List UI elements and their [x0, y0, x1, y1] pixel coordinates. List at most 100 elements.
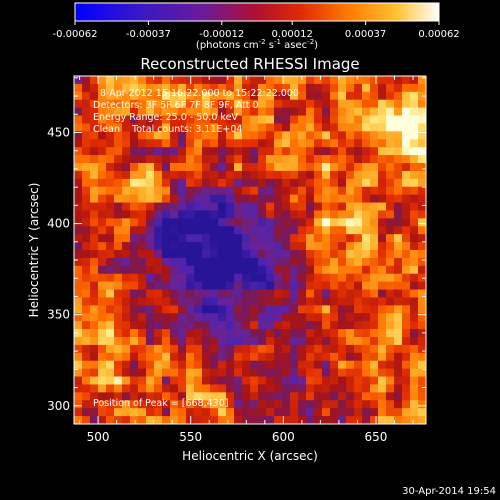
heatmap-pixel [306, 170, 315, 180]
heatmap-pixel [410, 368, 419, 378]
heatmap-pixel [370, 352, 379, 362]
heatmap-pixel [234, 186, 243, 196]
heatmap-pixel [162, 107, 171, 117]
heatmap-pixel [362, 234, 371, 243]
heatmap-pixel [98, 115, 107, 125]
heatmap-pixel [378, 392, 387, 401]
heatmap-pixel [122, 400, 131, 409]
heatmap-pixel [210, 107, 219, 117]
heatmap-pixel [98, 360, 107, 370]
heatmap-pixel [154, 368, 163, 378]
heatmap-pixel [242, 257, 251, 267]
heatmap-pixel [210, 131, 219, 140]
heatmap-pixel [314, 76, 323, 85]
heatmap-pixel [330, 226, 339, 235]
heatmap-pixel [74, 178, 83, 188]
heatmap-pixel [330, 234, 339, 243]
heatmap-pixel [370, 360, 379, 370]
heatmap-pixel [74, 155, 83, 164]
heatmap-pixel [354, 313, 363, 322]
heatmap-pixel [346, 226, 355, 235]
heatmap-pixel [282, 321, 291, 330]
heatmap-pixel [306, 91, 315, 101]
heatmap-pixel [290, 242, 299, 251]
heatmap-pixel [242, 400, 251, 409]
heatmap-pixel [338, 400, 347, 409]
heatmap-pixel [210, 392, 219, 401]
heatmap-pixel [282, 376, 291, 386]
heatmap-pixel [162, 289, 171, 299]
heatmap-pixel [402, 273, 411, 283]
heatmap-pixel [122, 289, 131, 299]
heatmap-pixel [114, 202, 123, 212]
heatmap-pixel [266, 242, 275, 251]
heatmap-pixel [322, 352, 331, 362]
heatmap-pixel [338, 352, 347, 362]
heatmap-pixel [170, 234, 179, 243]
heatmap-pixel [130, 178, 139, 188]
heatmap-pixel [178, 289, 187, 299]
heatmap-pixel [298, 194, 307, 204]
heatmap-pixel [354, 76, 363, 85]
heatmap-pixel [330, 368, 339, 378]
heatmap-pixel [178, 344, 187, 354]
heatmap-pixel [106, 210, 115, 219]
heatmap-pixel [418, 139, 426, 148]
heatmap-pixel [98, 163, 107, 172]
heatmap-pixel [194, 321, 203, 330]
heatmap-pixel [338, 242, 347, 251]
heatmap-pixel [322, 131, 331, 140]
heatmap-pixel [162, 202, 171, 212]
heatmap-pixel [98, 313, 107, 322]
heatmap-pixel [122, 273, 131, 283]
heatmap-pixel [226, 194, 235, 204]
heatmap-pixel [146, 313, 155, 322]
heatmap-pixel [354, 83, 363, 93]
heatmap-pixel [370, 186, 379, 196]
heatmap-pixel [98, 234, 107, 243]
colorbar-tick-label: -0.00062 [53, 29, 98, 40]
heatmap-pixel [138, 210, 147, 219]
heatmap-pixel [178, 234, 187, 243]
heatmap-pixel [114, 218, 123, 227]
heatmap-pixel [258, 257, 267, 267]
heatmap-pixel [386, 178, 395, 188]
heatmap-pixel [250, 384, 259, 393]
heatmap-pixel [258, 321, 267, 330]
heatmap-pixel [322, 107, 331, 117]
heatmap-pixel [410, 257, 419, 267]
heatmap-pixel [186, 107, 195, 117]
heatmap-pixel [218, 83, 227, 93]
heatmap-pixel [82, 210, 91, 219]
heatmap-pixel [410, 210, 419, 219]
heatmap-pixel [330, 242, 339, 251]
heatmap-pixel [178, 384, 187, 393]
heatmap-pixel [322, 186, 331, 196]
heatmap-pixel [170, 99, 179, 109]
heatmap-pixel [226, 186, 235, 196]
heatmap-pixel [218, 186, 227, 196]
heatmap-pixel [378, 297, 387, 306]
heatmap-pixel [122, 202, 131, 212]
heatmap-pixel [338, 178, 347, 188]
axis-ticks [74, 76, 426, 425]
heatmap-pixel [202, 178, 211, 188]
heatmap-pixel [370, 368, 379, 378]
heatmap-pixel [242, 289, 251, 299]
heatmap-pixel [90, 360, 99, 370]
heatmap-pixel [234, 218, 243, 227]
heatmap-pixel [386, 202, 395, 212]
heatmap-pixel [330, 218, 339, 227]
heatmap-pixel [346, 416, 355, 424]
heatmap-pixel [298, 297, 307, 306]
heatmap-pixel [218, 99, 227, 109]
heatmap-pixel [378, 384, 387, 393]
heatmap-pixel [138, 147, 147, 156]
heatmap-pixel [418, 257, 426, 267]
heatmap-pixel [138, 99, 147, 109]
heatmap-pixel [282, 170, 291, 180]
heatmap-pixel [226, 226, 235, 235]
heatmap-pixel [258, 99, 267, 109]
heatmap-pixel [234, 313, 243, 322]
heatmap-pixel [146, 186, 155, 196]
